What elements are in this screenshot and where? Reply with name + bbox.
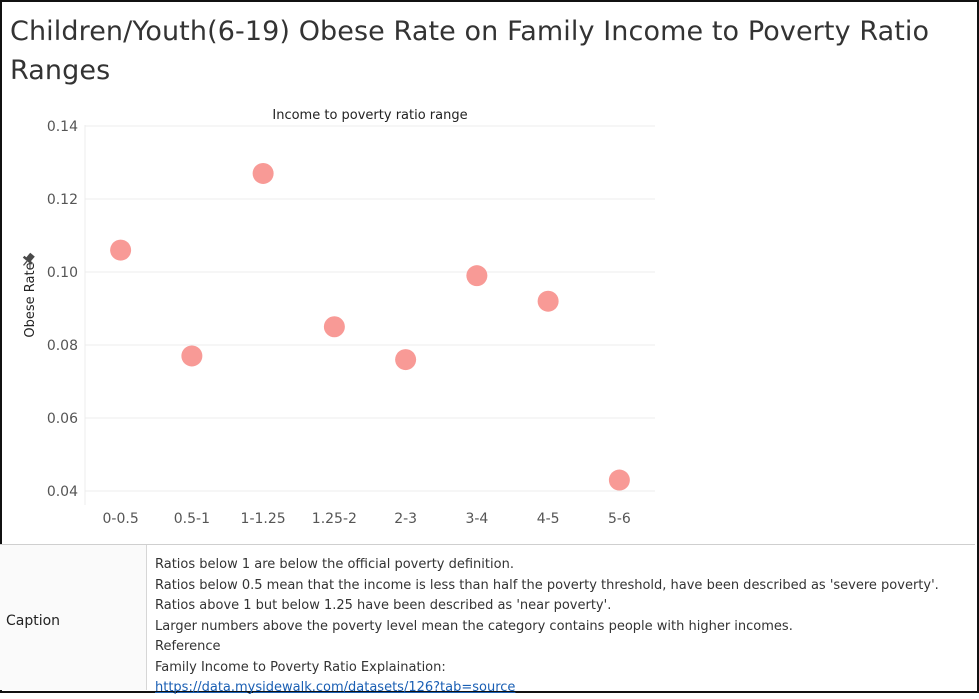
y-axis-title: Obese Rate <box>23 262 38 337</box>
data-point-0.5-1[interactable] <box>181 345 203 367</box>
caption-text: Ratios below 1 are below the official po… <box>155 555 965 699</box>
caption-label: Caption <box>6 613 61 629</box>
y-tick-label: 0.12 <box>47 192 78 208</box>
scatter-chart: Income to poverty ratio range Obese Rate… <box>19 108 655 527</box>
caption-line: Larger numbers above the poverty level m… <box>155 618 793 634</box>
data-point-1-1.25[interactable] <box>252 162 274 184</box>
x-tick-label: 2-3 <box>394 511 417 527</box>
data-points <box>110 162 630 491</box>
pin-icon[interactable] <box>19 251 36 269</box>
caption-header-cell: Caption <box>0 545 147 690</box>
y-axis-title-group: Obese Rate <box>19 251 38 338</box>
x-tick-label: 3-4 <box>465 511 488 527</box>
caption-line: Reference <box>155 639 221 654</box>
grid-layer <box>85 125 655 492</box>
x-tick-label: 1-1.25 <box>241 511 286 527</box>
x-tick-labels: 0-0.5 0.5-1 1-1.25 1.25-2 2-3 3-4 4-5 5-6 <box>103 511 631 527</box>
caption-panel: Caption Ratios below 1 are below the off… <box>0 544 975 695</box>
data-point-0-0.5[interactable] <box>110 239 132 261</box>
y-tick-label: 0.06 <box>47 411 78 427</box>
data-point-1.25-2[interactable] <box>323 316 345 338</box>
x-tick-label: 0.5-1 <box>174 511 210 527</box>
data-point-3-4[interactable] <box>466 265 488 287</box>
x-tick-label: 0-0.5 <box>103 511 139 527</box>
y-tick-label: 0.10 <box>47 265 78 281</box>
y-tick-label: 0.14 <box>47 119 78 135</box>
y-tick-label: 0.08 <box>47 338 78 354</box>
x-tick-label: 5-6 <box>608 511 631 527</box>
caption-line: Ratios below 0.5 mean that the income is… <box>155 577 939 593</box>
y-tick-label: 0.04 <box>47 484 78 500</box>
source-link[interactable]: https://data.mysidewalk.com/datasets/126… <box>155 680 516 695</box>
caption-line: Ratios above 1 but below 1.25 have been … <box>155 598 612 613</box>
data-point-4-5[interactable] <box>537 290 559 312</box>
caption-line: Family Income to Poverty Ratio Explainat… <box>155 659 446 675</box>
page-title: Children/Youth(6-19) Obese Rate on Famil… <box>10 16 930 86</box>
y-tick-labels: 0.04 0.06 0.08 0.10 0.12 0.14 <box>47 119 78 500</box>
x-tick-label: 1.25-2 <box>312 511 357 527</box>
data-point-5-6[interactable] <box>608 469 630 491</box>
x-tick-label: 4-5 <box>537 511 560 527</box>
data-point-2-3[interactable] <box>395 349 417 371</box>
x-axis-title: Income to poverty ratio range <box>272 108 467 123</box>
caption-line: Ratios below 1 are below the official po… <box>155 557 514 572</box>
